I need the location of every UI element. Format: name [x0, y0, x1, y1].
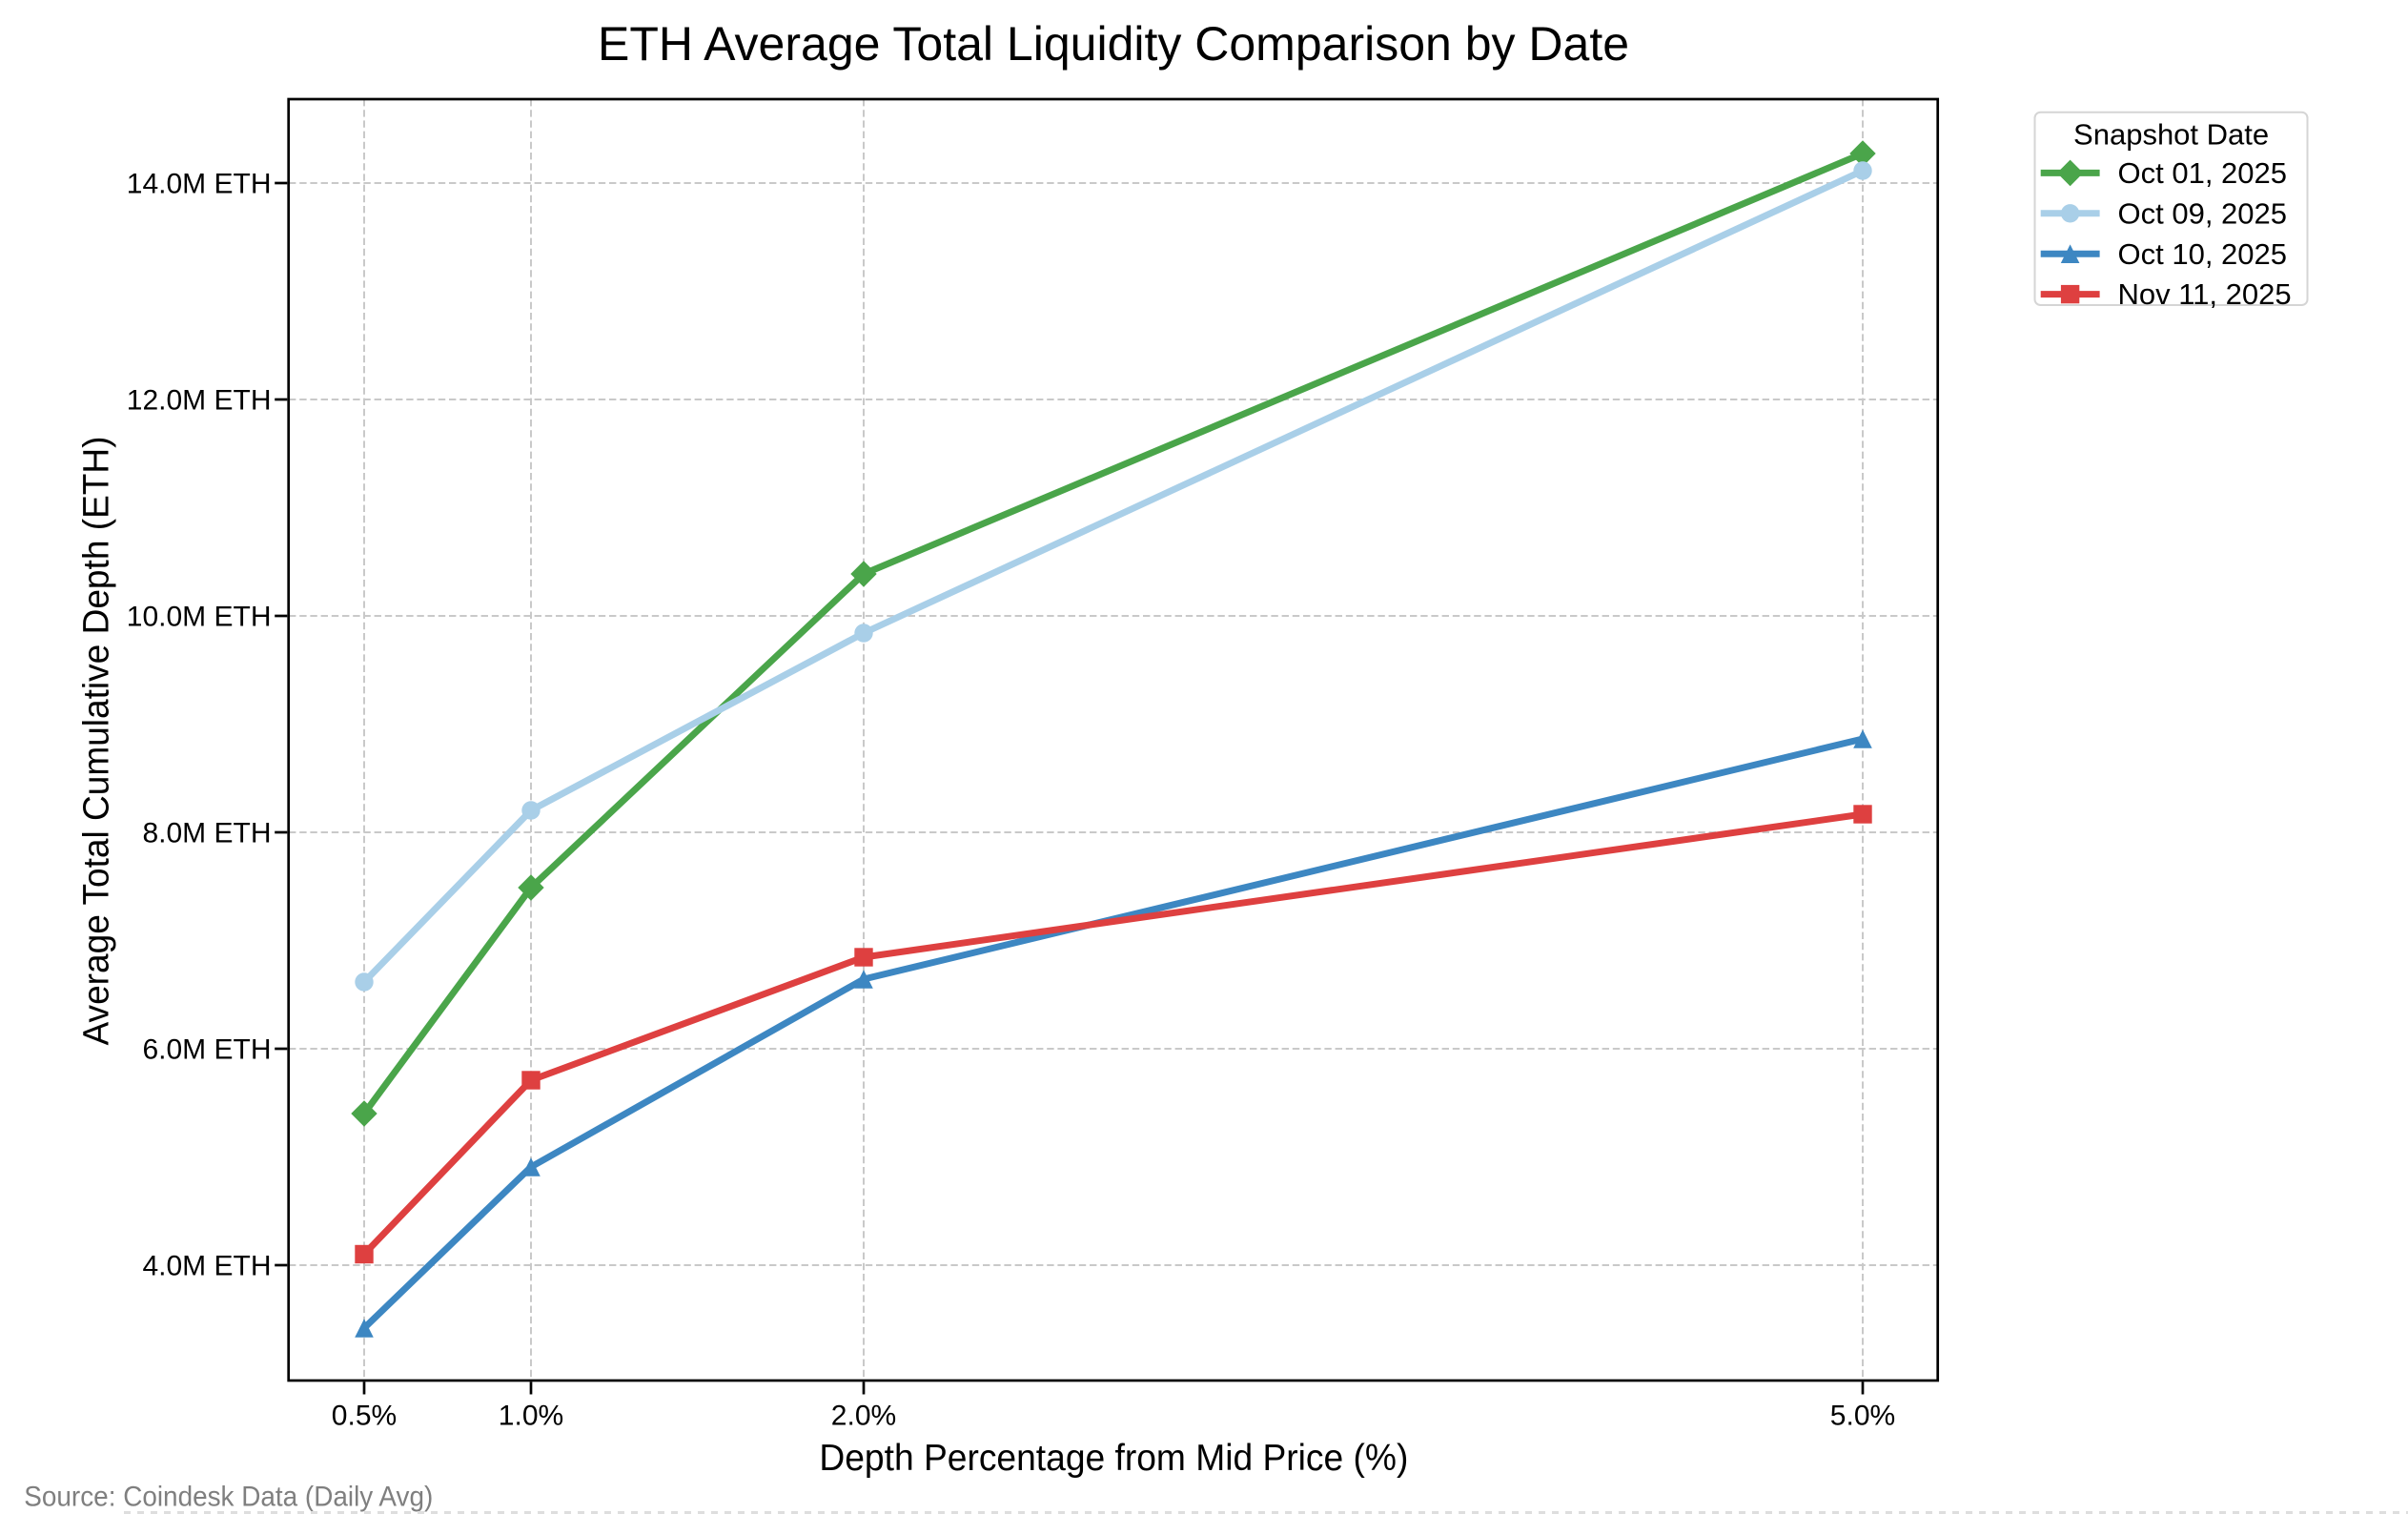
svg-text:0.5%: 0.5%: [332, 1400, 397, 1431]
svg-text:Oct 01, 2025: Oct 01, 2025: [2118, 156, 2288, 190]
svg-text:Oct 10, 2025: Oct 10, 2025: [2118, 237, 2288, 271]
svg-text:4.0M ETH: 4.0M ETH: [142, 1251, 271, 1282]
svg-text:Depth Percentage from Mid Pric: Depth Percentage from Mid Price (%): [819, 1438, 1408, 1479]
svg-text:Average Total Cumulative Depth: Average Total Cumulative Depth (ETH): [77, 437, 117, 1046]
svg-text:14.0M ETH: 14.0M ETH: [127, 169, 272, 200]
svg-text:Snapshot Date: Snapshot Date: [2073, 117, 2269, 151]
svg-text:2.0%: 2.0%: [831, 1400, 896, 1431]
svg-text:6.0M ETH: 6.0M ETH: [142, 1034, 271, 1066]
svg-text:5.0%: 5.0%: [1830, 1400, 1895, 1431]
svg-text:ETH Average Total Liquidity Co: ETH Average Total Liquidity Comparison b…: [598, 17, 1629, 71]
svg-text:Source: Coindesk Data (Daily A: Source: Coindesk Data (Daily Avg): [24, 1482, 433, 1513]
svg-text:8.0M ETH: 8.0M ETH: [142, 818, 271, 849]
svg-text:Oct 09, 2025: Oct 09, 2025: [2118, 196, 2288, 230]
svg-text:12.0M ETH: 12.0M ETH: [127, 385, 272, 417]
svg-text:1.0%: 1.0%: [499, 1400, 563, 1431]
svg-text:10.0M ETH: 10.0M ETH: [127, 602, 272, 633]
svg-text:Nov 11, 2025: Nov 11, 2025: [2118, 277, 2292, 311]
